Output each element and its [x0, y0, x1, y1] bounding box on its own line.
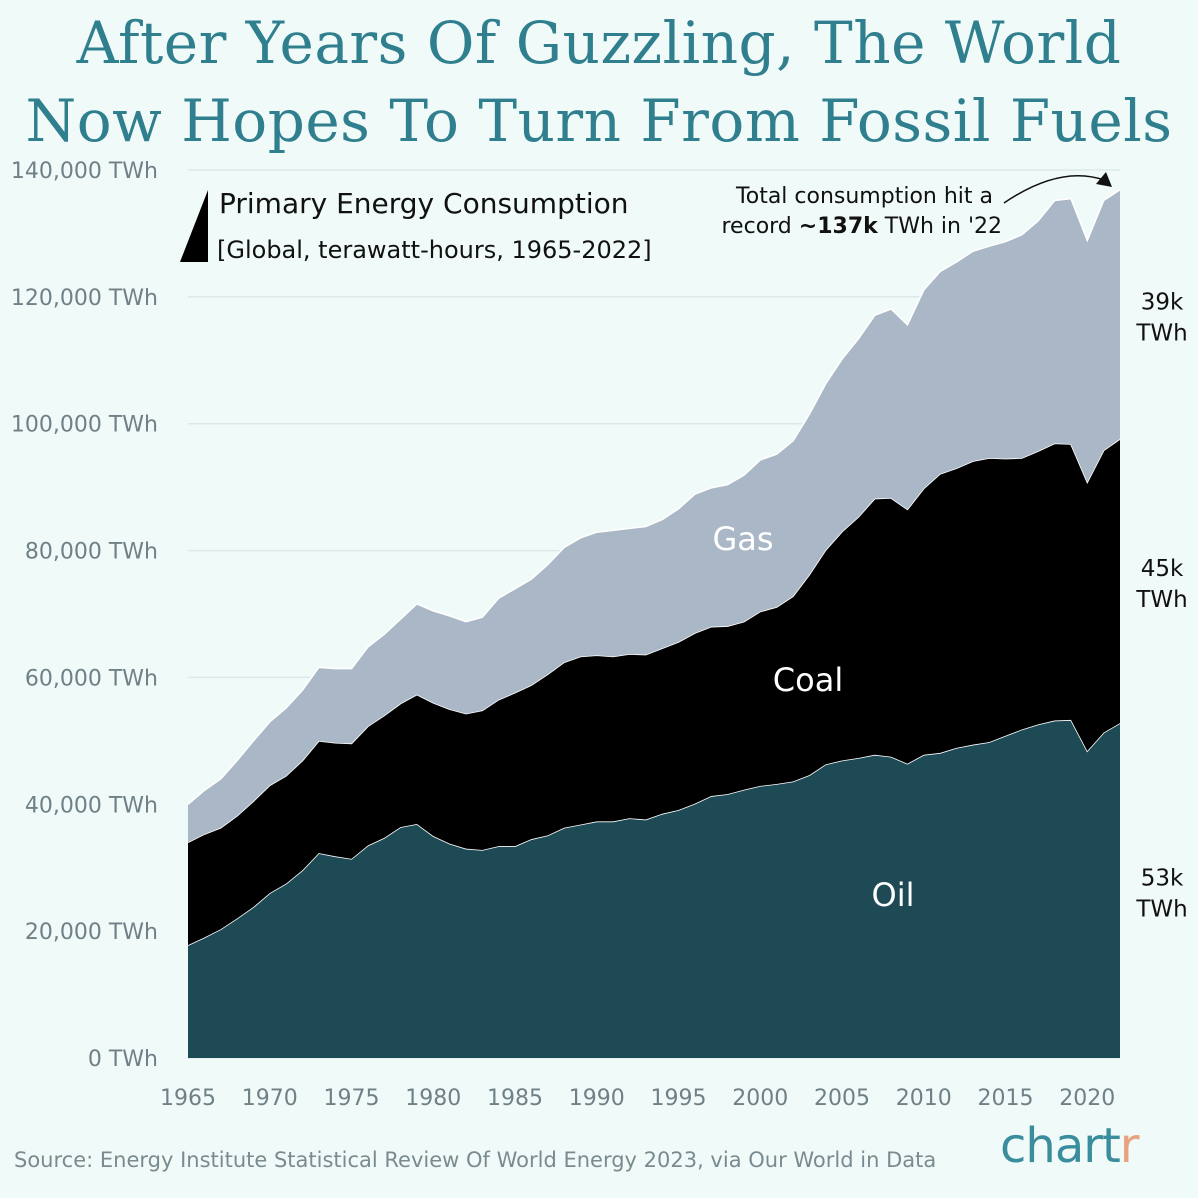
- y-tick-label: 120,000 TWh: [11, 286, 158, 311]
- end-label-value: 45k: [1141, 556, 1184, 582]
- x-tick-label: 1995: [651, 1086, 707, 1111]
- x-tick-label: 1980: [405, 1086, 461, 1111]
- arrowhead-icon: [1096, 172, 1112, 187]
- y-tick-label: 100,000 TWh: [11, 413, 158, 438]
- page-title: After Years Of Guzzling, The World Now H…: [0, 4, 1198, 160]
- x-tick-label: 2010: [896, 1086, 952, 1111]
- y-tick-label: 40,000 TWh: [25, 793, 158, 818]
- end-label-value: 53k: [1141, 866, 1184, 892]
- x-tick-label: 2005: [814, 1086, 870, 1111]
- y-tick-label: 80,000 TWh: [25, 540, 158, 565]
- wedge-icon: [180, 190, 208, 262]
- annotation-line-1: Total consumption hit a: [735, 184, 993, 209]
- y-tick-label: 0 TWh: [88, 1047, 158, 1072]
- source-note: Source: Energy Institute Statistical Rev…: [14, 1148, 937, 1172]
- end-label-unit: TWh: [1135, 587, 1187, 613]
- series-label-gas: Gas: [712, 520, 773, 558]
- series-label-coal: Coal: [773, 661, 843, 699]
- chart-subtitle: [Global, terawatt-hours, 1965-2022]: [217, 236, 652, 264]
- end-label-unit: TWh: [1135, 320, 1187, 346]
- x-tick-label: 1970: [242, 1086, 298, 1111]
- x-tick-label: 2015: [978, 1086, 1034, 1111]
- boundary-gas: [187, 188, 1121, 805]
- area-coal: [188, 438, 1120, 946]
- area-oil: [188, 719, 1120, 1058]
- end-label-unit: TWh: [1135, 897, 1187, 923]
- x-tick-label: 1985: [487, 1086, 543, 1111]
- series-label-oil: Oil: [872, 876, 915, 914]
- x-tick-label: 2000: [732, 1086, 788, 1111]
- annotation: Total consumption hit a record ~137k TWh…: [722, 172, 1112, 239]
- x-tick-label: 1975: [324, 1086, 380, 1111]
- y-tick-label: 60,000 TWh: [25, 666, 158, 691]
- annotation-line-2: record ~137k TWh in '22: [722, 214, 1003, 239]
- chartr-logo: chartr: [1000, 1118, 1140, 1174]
- x-tick-label: 1965: [160, 1086, 216, 1111]
- x-tick-label: 1990: [569, 1086, 625, 1111]
- chart-title: Primary Energy Consumption: [219, 187, 628, 220]
- y-tick-label: 20,000 TWh: [25, 920, 158, 945]
- end-label-value: 39k: [1141, 289, 1184, 315]
- legend-title-block: Primary Energy Consumption [Global, tera…: [180, 187, 652, 264]
- title-line-1: After Years Of Guzzling, The World: [76, 9, 1122, 77]
- title-line-2: Now Hopes To Turn From Fossil Fuels: [25, 87, 1173, 155]
- area-gas: [188, 189, 1120, 843]
- annotation-arrow: [1003, 175, 1105, 204]
- y-tick-label: 140,000 TWh: [11, 159, 158, 184]
- x-tick-label: 2020: [1059, 1086, 1115, 1111]
